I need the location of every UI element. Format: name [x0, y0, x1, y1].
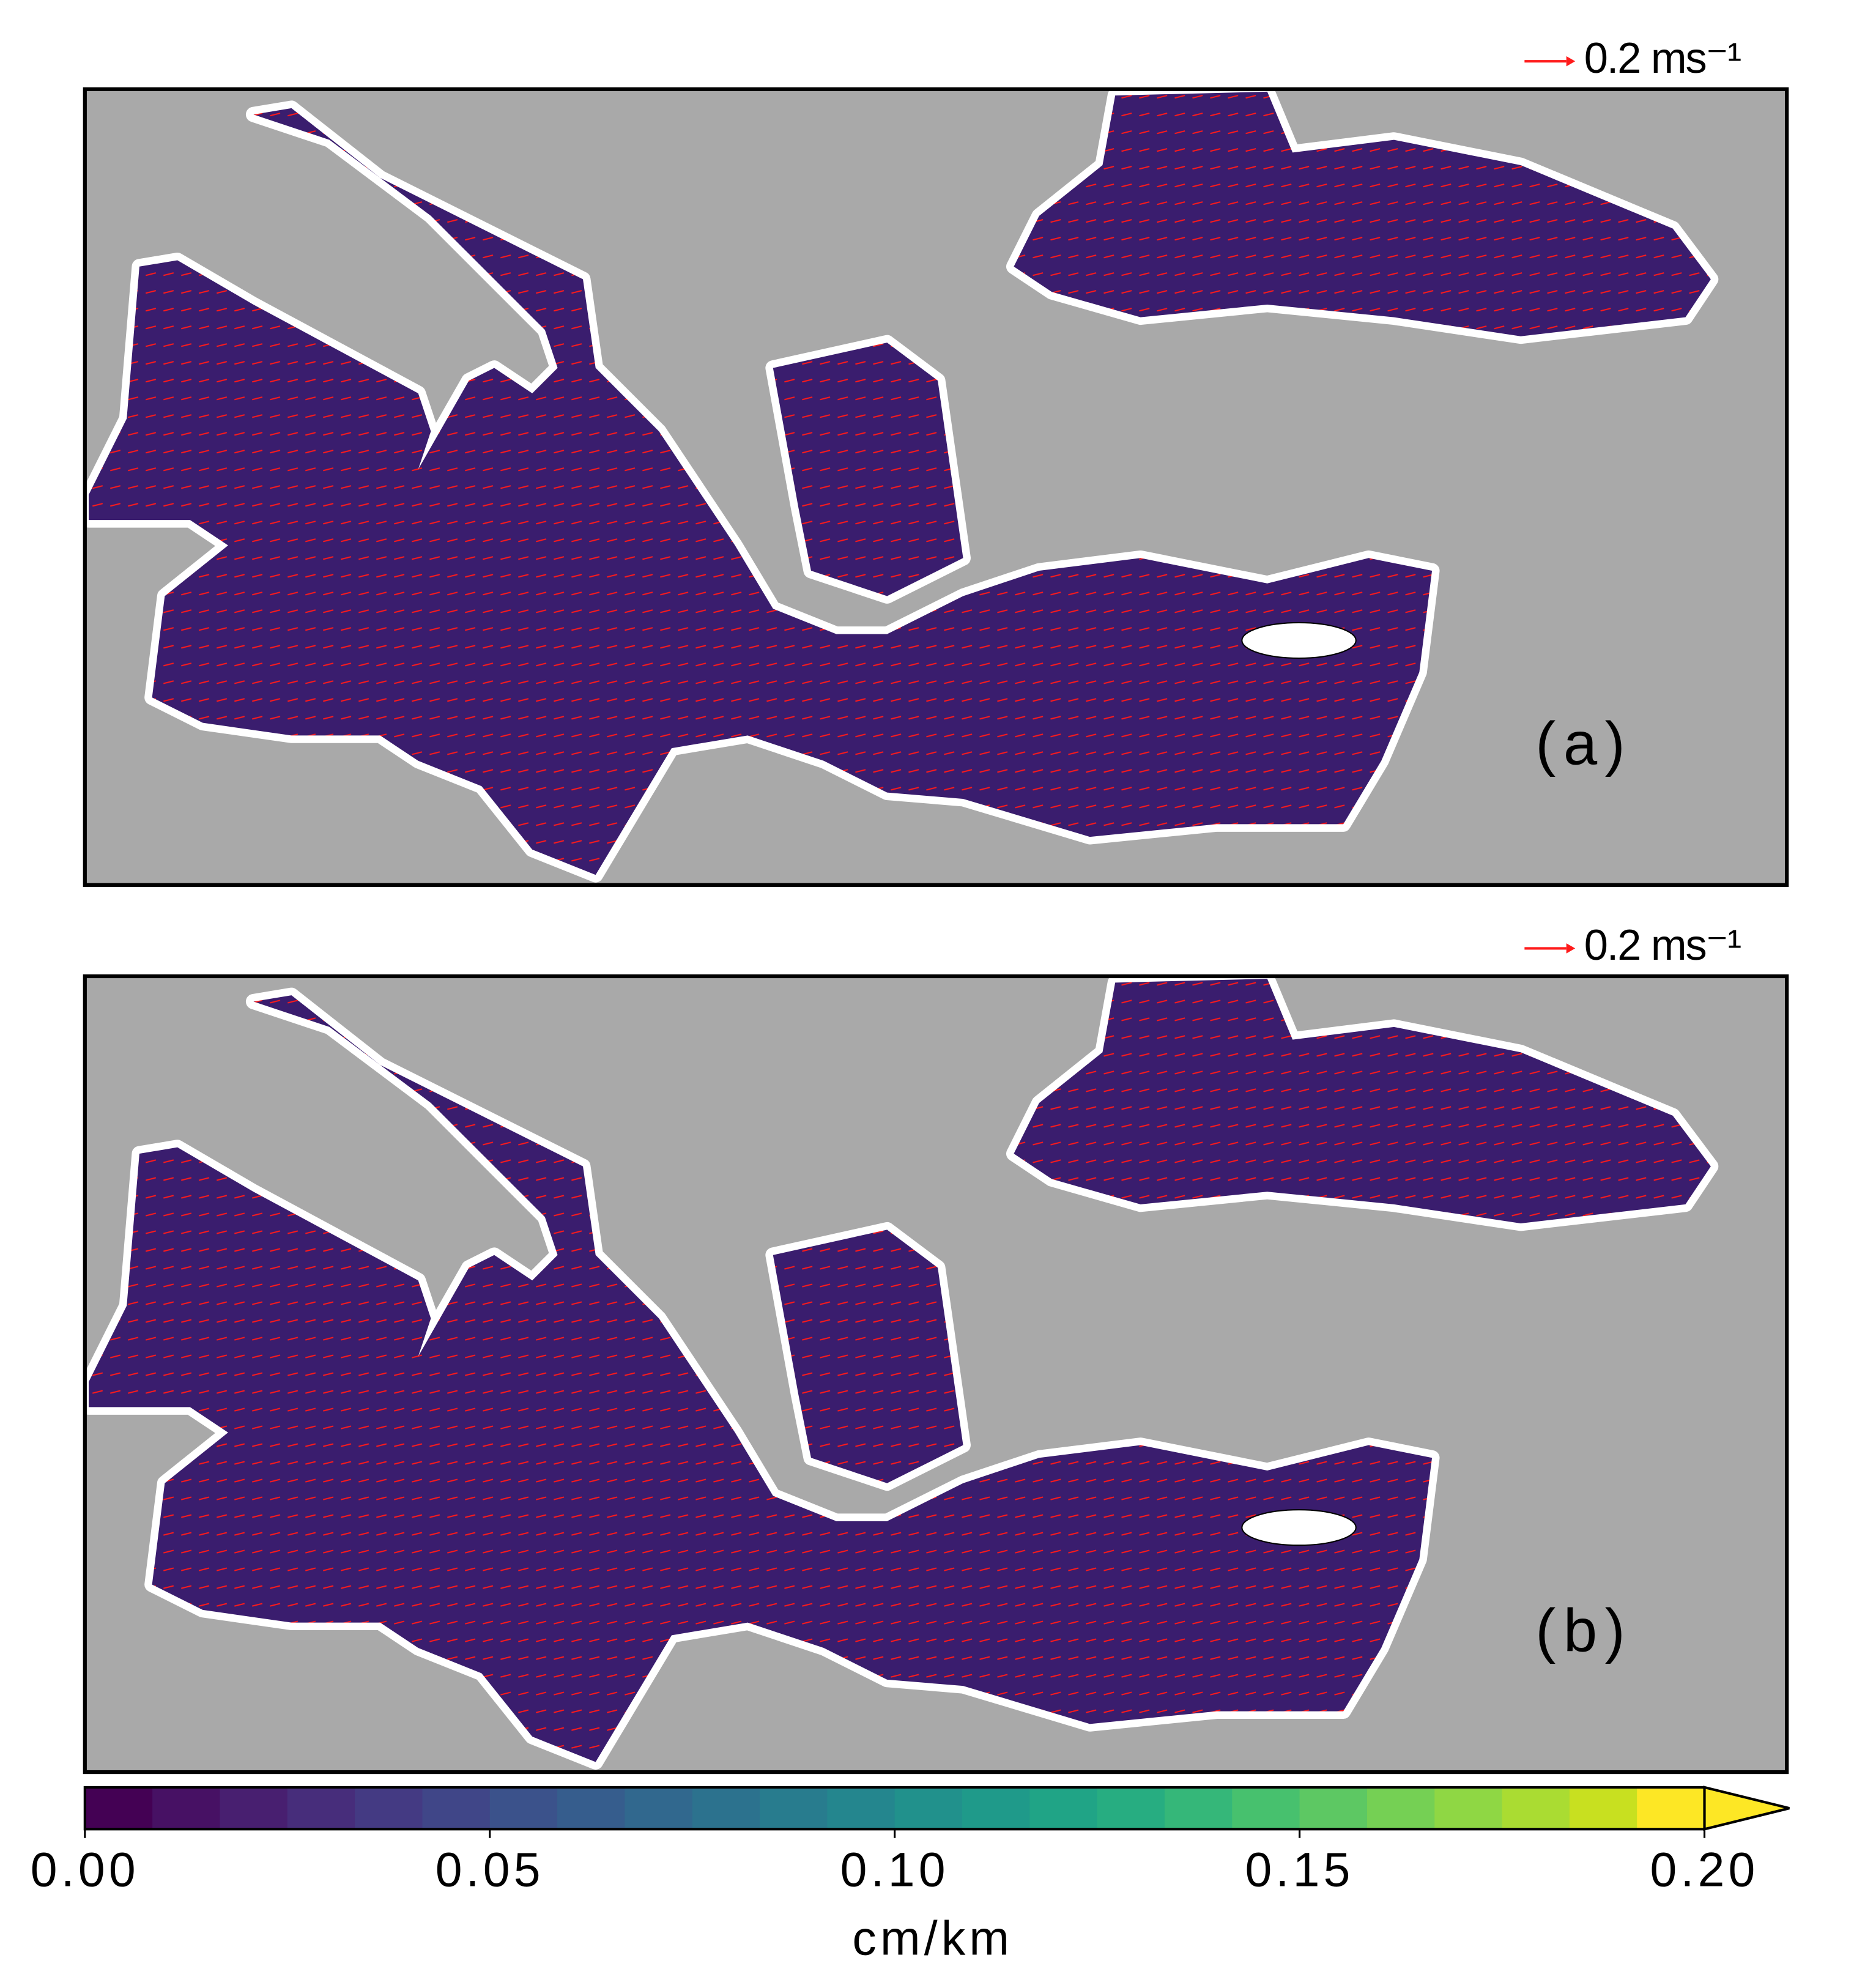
colorbar-tick-label: 0.00	[31, 1843, 139, 1897]
colorbar-bin	[760, 1787, 828, 1830]
colorbar-label: cm/km	[852, 1911, 1013, 1965]
colorbar-bin	[894, 1787, 963, 1830]
colorbar-bin	[1502, 1787, 1570, 1830]
colorbar-bin	[489, 1787, 558, 1830]
colorbar-bin	[422, 1787, 491, 1830]
colorbar-tick-label: 0.20	[1650, 1843, 1759, 1897]
colorbar-bin	[557, 1787, 626, 1830]
map-panel	[85, 976, 1787, 1772]
colorbar-bin	[84, 1787, 154, 1830]
colorbar-tick-label: 0.10	[840, 1843, 949, 1897]
colorbar-bin	[1097, 1787, 1165, 1830]
scale-arrow-head	[1566, 56, 1576, 67]
scale-label: 0.2 ms⁻¹	[1584, 34, 1741, 82]
colorbar-bin	[1637, 1787, 1705, 1830]
scale-arrow-head	[1566, 943, 1576, 954]
colorbar-bin	[962, 1787, 1031, 1830]
colorbar-bin	[355, 1787, 423, 1830]
colorbar-bin	[1232, 1787, 1300, 1830]
colorbar-tick-label: 0.15	[1245, 1843, 1354, 1897]
scale-label: 0.2 ms⁻¹	[1584, 921, 1741, 969]
colorbar-bin	[1164, 1787, 1233, 1830]
colorbar-bin	[220, 1787, 288, 1830]
panel-label: (a)	[1535, 710, 1633, 777]
colorbar-bin	[1299, 1787, 1368, 1830]
colorbar-tick-label: 0.05	[436, 1843, 544, 1897]
colorbar-bin	[287, 1787, 356, 1830]
panel-label: (b)	[1535, 1597, 1633, 1665]
colorbar-extension	[1703, 1786, 1790, 1831]
colorbar-bin	[1434, 1787, 1503, 1830]
map-panel	[85, 89, 1787, 885]
colorbar-bin	[827, 1787, 895, 1830]
colorbar-bin	[1366, 1787, 1436, 1830]
colorbar-bin	[1569, 1787, 1638, 1830]
colorbar-bin	[692, 1787, 761, 1830]
colorbar-bin	[152, 1787, 221, 1830]
colorbar-bin	[625, 1787, 693, 1830]
colorbar-bin	[1029, 1787, 1098, 1830]
